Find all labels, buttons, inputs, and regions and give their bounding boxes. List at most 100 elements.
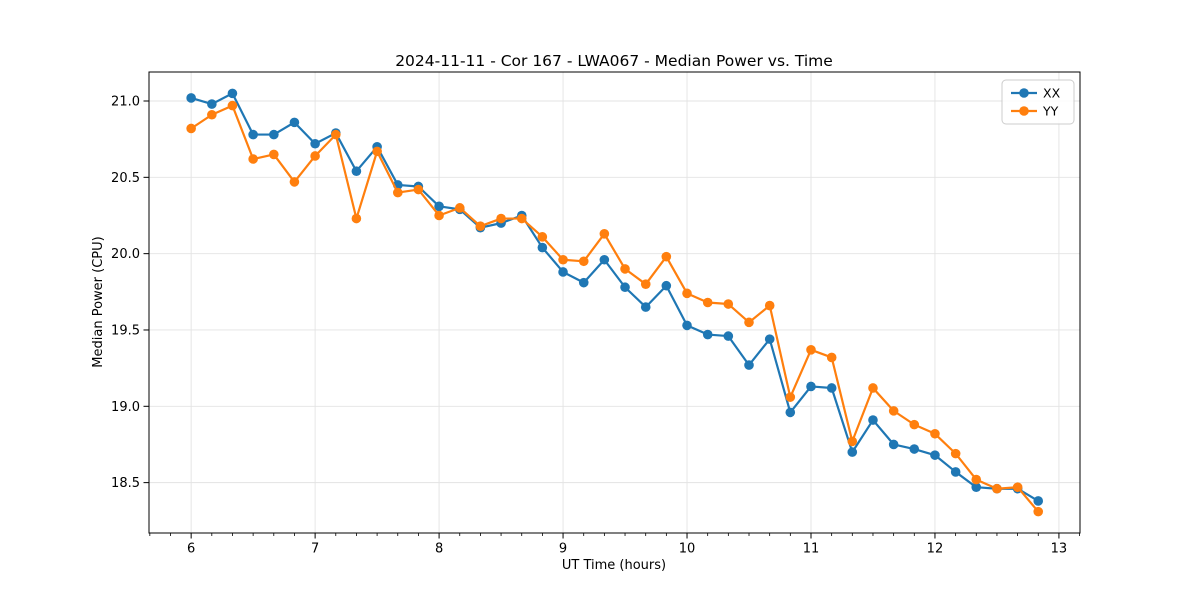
data-point-XX	[971, 482, 982, 493]
x-tick-label: 13	[1051, 542, 1068, 557]
data-point-XX	[682, 320, 692, 331]
data-point-XX	[289, 117, 300, 128]
data-point-YY	[868, 383, 878, 393]
y-tick-label: 21.0	[111, 95, 140, 110]
data-point-YY	[558, 254, 568, 265]
data-point-YY	[475, 221, 486, 231]
x-tick-label: 11	[803, 542, 820, 557]
data-point-YY	[516, 213, 527, 224]
data-point-YY	[186, 123, 196, 134]
data-point-YY	[806, 345, 816, 355]
data-point-XX	[909, 444, 920, 454]
y-tick-label: 19.5	[111, 323, 140, 338]
data-point-XX	[310, 138, 320, 149]
data-point-XX	[578, 277, 589, 288]
x-axis-label: UT Time (hours)	[562, 558, 666, 573]
legend-label-XX: XX	[1043, 86, 1061, 101]
data-point-YY	[537, 232, 548, 242]
series-YY	[186, 100, 1044, 517]
data-point-YY	[207, 109, 217, 120]
data-point-YY	[599, 229, 610, 239]
data-point-XX	[599, 254, 610, 265]
data-point-XX	[930, 450, 940, 460]
legend: XX YY	[1001, 79, 1075, 125]
data-point-YY	[620, 264, 630, 274]
gridlines	[149, 72, 1080, 533]
data-point-XX	[248, 129, 258, 140]
x-tick-label: 9	[559, 542, 567, 557]
data-point-XX	[186, 93, 196, 103]
data-point-YY	[310, 151, 320, 161]
data-point-XX	[888, 439, 899, 450]
data-point-XX	[558, 267, 568, 277]
data-point-YY	[454, 203, 465, 213]
data-point-XX	[723, 331, 734, 341]
data-point-YY	[888, 406, 899, 416]
data-point-YY	[248, 154, 258, 164]
data-point-XX	[434, 201, 444, 212]
data-point-YY	[393, 187, 403, 198]
data-point-YY	[289, 177, 300, 187]
data-point-YY	[434, 210, 444, 221]
data-point-YY	[1033, 506, 1044, 517]
chart-title: 2024-11-11 - Cor 167 - LWA067 - Median P…	[395, 52, 833, 70]
y-axis-label: Median Power (CPU)	[91, 236, 106, 367]
x-tick-label: 6	[187, 542, 195, 557]
y-tick-label: 19.0	[111, 400, 140, 415]
data-point-XX	[744, 360, 754, 370]
data-point-YY	[744, 317, 754, 328]
axis-tick-labels: 6 7 8 9 10 11 12 13 18.5 19.0 19.5 20.0 20.5 21.0	[111, 95, 1067, 557]
x-tick-label: 7	[311, 542, 319, 557]
y-tick-label: 20.5	[111, 171, 140, 186]
data-point-XX	[537, 242, 548, 253]
data-point-YY	[351, 213, 362, 224]
data-point-YY	[826, 352, 837, 363]
x-tick-label: 10	[679, 542, 696, 557]
data-point-XX	[702, 329, 713, 340]
data-series	[186, 88, 1044, 517]
data-point-YY	[661, 251, 672, 262]
x-tick-label: 12	[927, 542, 944, 557]
data-point-YY	[971, 474, 982, 485]
data-point-YY	[930, 428, 940, 439]
data-point-YY	[847, 436, 858, 447]
data-point-YY	[331, 129, 341, 140]
axis-ticks	[143, 100, 1080, 539]
data-point-YY	[764, 300, 775, 311]
data-point-YY	[413, 184, 424, 195]
data-point-YY	[950, 448, 961, 459]
data-point-YY	[372, 146, 382, 157]
data-point-YY	[723, 299, 734, 309]
data-point-XX	[227, 88, 238, 99]
data-point-YY	[785, 392, 796, 402]
data-point-YY	[682, 288, 692, 299]
data-point-YY	[578, 256, 589, 267]
data-point-YY	[909, 419, 920, 430]
data-point-XX	[826, 383, 837, 393]
data-point-XX	[207, 99, 217, 109]
data-point-YY	[269, 149, 279, 160]
legend-sample-marker-XX	[1019, 88, 1029, 98]
data-point-YY	[1012, 482, 1023, 493]
y-tick-label: 20.0	[111, 247, 140, 262]
legend-label-YY: YY	[1042, 104, 1059, 119]
data-point-XX	[785, 407, 796, 418]
data-point-XX	[640, 302, 651, 312]
data-point-XX	[847, 447, 858, 457]
data-point-YY	[702, 297, 713, 308]
x-tick-label: 8	[435, 542, 443, 557]
data-point-XX	[351, 166, 362, 177]
axes-border	[148, 71, 1081, 534]
data-point-XX	[661, 280, 672, 291]
legend-sample-marker-YY	[1019, 106, 1029, 116]
y-tick-label: 18.5	[111, 476, 140, 491]
data-point-XX	[1033, 496, 1044, 506]
data-point-YY	[227, 100, 238, 111]
data-point-YY	[496, 213, 506, 224]
data-point-XX	[764, 334, 775, 344]
data-point-XX	[269, 129, 279, 140]
data-point-YY	[640, 279, 651, 289]
data-point-XX	[868, 415, 878, 425]
